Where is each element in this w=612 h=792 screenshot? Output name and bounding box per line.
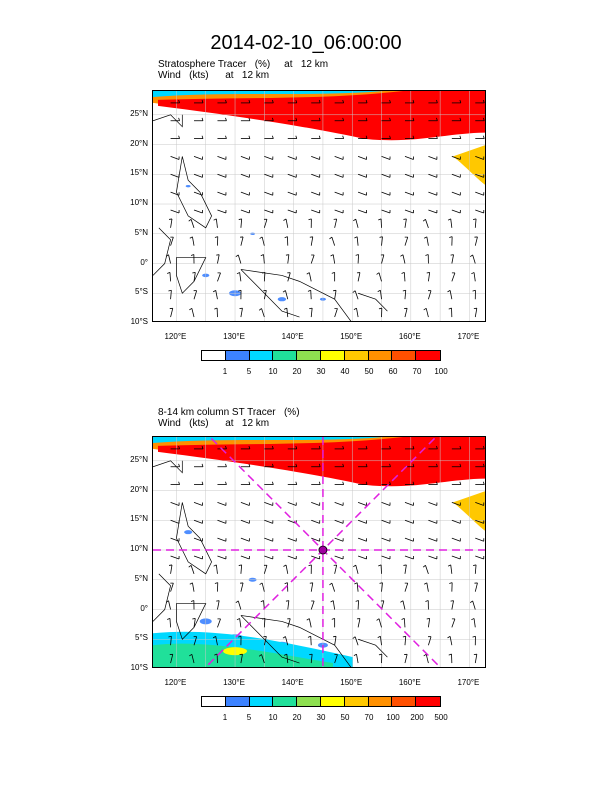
- colorbar-label: 70: [364, 713, 374, 722]
- lon-label: 170°E: [457, 332, 480, 341]
- colorbar-swatch: [202, 351, 226, 360]
- colorbar-swatch: [273, 697, 298, 706]
- panel2-wind-barbs: [165, 445, 485, 664]
- colorbar-swatch: [273, 351, 298, 360]
- colorbar-swatch: [225, 351, 250, 360]
- colorbar-label: 10: [268, 713, 278, 722]
- lat-label: 20°N: [130, 138, 148, 148]
- panel1-wind-barbs: [165, 99, 485, 318]
- panel2-colorbar: [201, 696, 441, 707]
- panel1-map: [152, 90, 486, 322]
- figure-title: 2014-02-10_06:00:00: [210, 32, 402, 54]
- panel2-center-marker: [318, 545, 328, 555]
- colorbar-label: 10: [268, 367, 278, 376]
- colorbar-swatch: [344, 697, 369, 706]
- colorbar-label: 70: [412, 367, 422, 376]
- colorbar-label: 20: [292, 713, 302, 722]
- lat-label: 10°N: [130, 198, 148, 208]
- panel2-subtitle-line1: 8-14 km column ST Tracer (%): [158, 407, 300, 418]
- colorbar-label: 1: [222, 367, 228, 376]
- colorbar-label: 50: [340, 713, 350, 722]
- lat-label: 25°N: [130, 108, 148, 118]
- lat-label: 25°N: [130, 454, 148, 464]
- colorbar-swatch: [320, 351, 345, 360]
- lon-label: 170°E: [457, 678, 480, 687]
- lat-label: 10°S: [130, 317, 148, 326]
- lat-label: 15°N: [130, 168, 148, 178]
- colorbar-label: 100: [434, 367, 448, 376]
- colorbar-label: 20: [292, 367, 302, 376]
- colorbar-swatch: [392, 697, 417, 706]
- colorbar-label: 60: [388, 367, 398, 376]
- colorbar-label: 30: [316, 367, 326, 376]
- colorbar-swatch: [392, 351, 417, 360]
- colorbar-swatch: [368, 351, 393, 360]
- colorbar-label: 100: [386, 713, 400, 722]
- colorbar-swatch: [344, 351, 369, 360]
- lat-label: 20°N: [130, 484, 148, 494]
- panel1-coastlines: [153, 114, 388, 321]
- lon-label: 140°E: [281, 678, 304, 687]
- lat-label: 10°N: [130, 544, 148, 554]
- panel1-subtitle-line1: Stratosphere Tracer (%) at 12 km: [158, 59, 329, 70]
- lat-label: 10°S: [130, 663, 148, 672]
- lon-label: 120°E: [164, 332, 187, 341]
- colorbar-swatch: [416, 351, 440, 360]
- lat-label: 15°N: [130, 514, 148, 524]
- lon-label: 150°E: [340, 332, 363, 341]
- panel1-tracer-field: [153, 91, 485, 302]
- lon-label: 130°E: [223, 332, 245, 341]
- panel2-map-svg: [153, 437, 485, 667]
- colorbar-swatch: [416, 697, 440, 706]
- colorbar-label: 500: [434, 713, 448, 722]
- colorbar-label: 40: [340, 367, 350, 376]
- lat-label: 5°N: [134, 227, 148, 237]
- panel2-subtitle-line2: Wind (kts) at 12 km: [158, 418, 270, 429]
- colorbar-swatch: [249, 351, 274, 360]
- panel1-subtitle-line2: Wind (kts) at 12 km: [158, 70, 270, 81]
- colorbar-label: 200: [410, 713, 424, 722]
- colorbar-swatch: [297, 351, 321, 360]
- lat-label: 5°S: [135, 287, 148, 297]
- colorbar-swatch: [320, 697, 345, 706]
- panel1-colorbar: [201, 350, 441, 361]
- lon-label: 130°E: [223, 678, 245, 687]
- colorbar-label: 1: [222, 713, 228, 722]
- lat-label: 0°: [140, 603, 148, 613]
- lat-label: 5°N: [134, 573, 148, 583]
- colorbar-label: 5: [246, 713, 252, 722]
- lon-label: 160°E: [398, 332, 421, 341]
- lon-label: 120°E: [164, 678, 187, 687]
- colorbar-swatch: [368, 697, 393, 706]
- lat-label: 5°S: [135, 633, 148, 643]
- lon-label: 150°E: [340, 678, 363, 687]
- colorbar-swatch: [249, 697, 274, 706]
- panel1-map-svg: [153, 91, 485, 321]
- panel2-map: [152, 436, 486, 668]
- colorbar-swatch: [225, 697, 250, 706]
- lat-label: 0°: [140, 257, 148, 267]
- colorbar-swatch: [202, 697, 226, 706]
- colorbar-label: 50: [364, 367, 374, 376]
- colorbar-label: 5: [246, 367, 252, 376]
- lon-label: 140°E: [281, 332, 304, 341]
- colorbar-label: 30: [316, 713, 326, 722]
- colorbar-swatch: [297, 697, 321, 706]
- lon-label: 160°E: [398, 678, 421, 687]
